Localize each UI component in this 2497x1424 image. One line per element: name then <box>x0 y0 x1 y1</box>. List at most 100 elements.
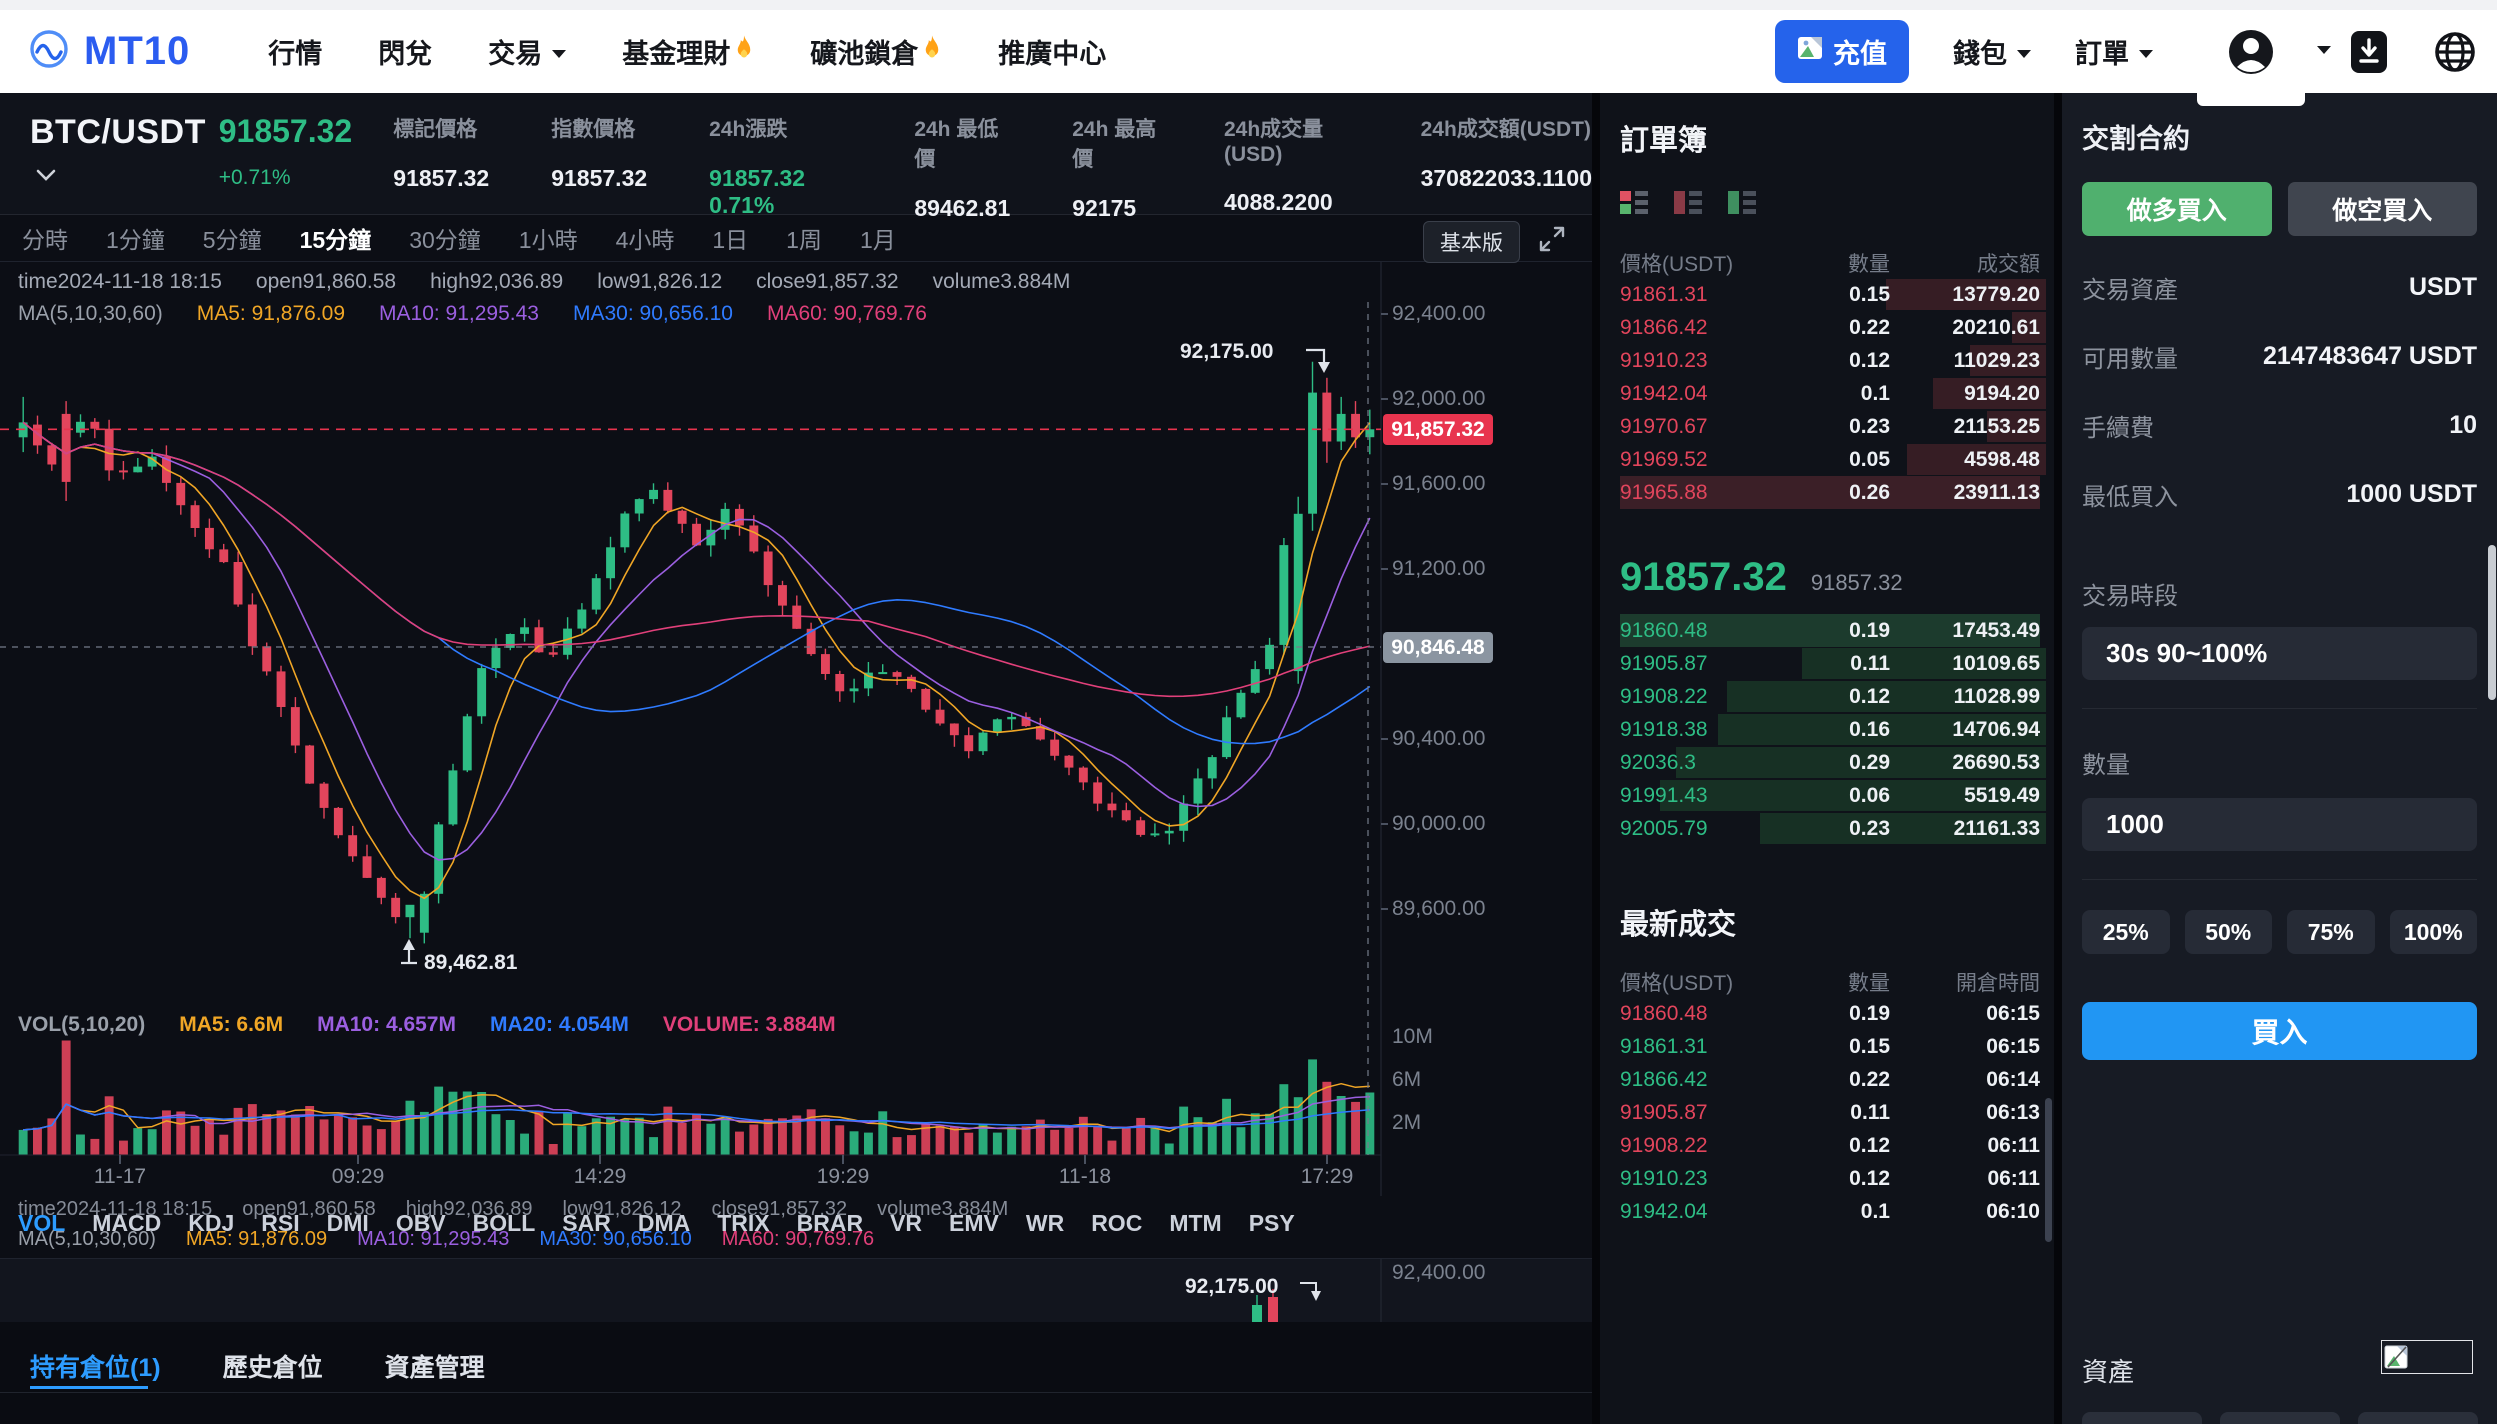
bid-row[interactable]: 91905.87 0.11 10109.65 <box>1620 647 2046 680</box>
bid-row[interactable]: 91860.48 0.19 17453.49 <box>1620 614 2040 647</box>
trade-row[interactable]: 91860.48 0.19 06:15 <box>1620 997 2040 1030</box>
ask-row[interactable]: 91970.67 0.23 21153.25 <box>1620 410 2046 443</box>
indicator-tab-RSI[interactable]: RSI <box>261 1210 300 1236</box>
language-button[interactable] <box>2433 30 2477 74</box>
secondary-chart-pane[interactable]: 92,175.00 92,400.00 <box>0 1258 1592 1322</box>
indicator-tab-DMA[interactable]: DMA <box>637 1210 691 1236</box>
candlestick-chart[interactable]: time2024-11-18 18:15 open91,860.58 high92,… <box>0 262 1592 1196</box>
depth-bar <box>1802 648 2046 679</box>
trade-row[interactable]: 91905.87 0.11 06:13 <box>1620 1096 2040 1129</box>
ask-row[interactable]: 91866.42 0.22 20210.61 <box>1620 311 2046 344</box>
percent-button-75%[interactable]: 75% <box>2287 910 2375 954</box>
indicator-tab-DMI[interactable]: DMI <box>326 1210 369 1236</box>
recharge-button[interactable]: 充值 <box>1775 20 1909 83</box>
bottom-tab-歷史倉位[interactable]: 歷史倉位 <box>222 1354 323 1382</box>
stub-button[interactable] <box>2358 1412 2478 1424</box>
ticker-last-price: 91857.32 <box>218 113 353 149</box>
indicator-tab-MTM[interactable]: MTM <box>1169 1210 1222 1236</box>
brand[interactable]: MT10 <box>28 28 190 75</box>
nav-item-閃兌[interactable]: 閃兌 <box>378 32 432 71</box>
nav-item-礦池鎖倉[interactable]: 礦池鎖倉 <box>810 32 942 71</box>
timeframe-tab-1周[interactable]: 1周 <box>786 227 822 253</box>
bottom-tab-資產管理[interactable]: 資產管理 <box>384 1354 485 1382</box>
ask-row[interactable]: 91969.52 0.05 4598.48 <box>1620 443 2046 476</box>
session-select[interactable]: 30s 90~100% <box>2082 627 2477 680</box>
timeframe-tab-4小時[interactable]: 4小時 <box>615 227 675 253</box>
nav-item-交易[interactable]: 交易 <box>488 32 567 71</box>
trade-time: 06:13 <box>1986 1100 2040 1124</box>
bottom-tab-持有倉位(1)[interactable]: 持有倉位(1) <box>30 1354 161 1382</box>
bid-row[interactable]: 92005.79 0.23 21161.33 <box>1620 812 2046 845</box>
indicator-tab-SAR[interactable]: SAR <box>562 1210 611 1236</box>
book-bids-view-icon[interactable] <box>1728 191 1756 220</box>
percent-button-100%[interactable]: 100% <box>2389 910 2477 954</box>
fullscreen-icon[interactable] <box>1538 225 1566 258</box>
amount-input[interactable] <box>2082 798 2477 851</box>
info-segment: VOL(5,10,20) <box>18 1013 146 1036</box>
trade-row[interactable]: 91908.22 0.12 06:11 <box>1620 1129 2040 1162</box>
timeframe-tab-1小時[interactable]: 1小時 <box>518 227 578 253</box>
wallet-label: 錢包 <box>1953 39 2007 69</box>
trade-row[interactable]: 91942.04 0.1 06:10 <box>1620 1195 2040 1228</box>
download-app-button[interactable] <box>2349 29 2389 75</box>
indicator-tabs: VOL MACD KDJ RSI DMI OBV BOLL SAR DMA TRIX BRAR VR E… <box>18 1210 1295 1237</box>
orderbook-scrollbar[interactable] <box>2045 1098 2052 1242</box>
indicator-tab-VR[interactable]: VR <box>890 1210 923 1236</box>
timeframe-tab-5分鐘[interactable]: 5分鐘 <box>202 227 262 253</box>
ask-row[interactable]: 91965.88 0.26 23911.13 <box>1620 476 2040 509</box>
indicator-tab-WR[interactable]: WR <box>1025 1210 1065 1236</box>
info-segment: low91,826.12 <box>597 270 723 293</box>
recent-trades-list: 91860.48 0.19 06:15 91861.31 0.15 06:15 91866.… <box>1620 997 2040 1228</box>
panel-row: 手續費 10 <box>2082 408 2477 443</box>
pair-selector[interactable]: BTC/USDT <box>30 113 219 214</box>
buy-button[interactable]: 買入 <box>2082 1002 2477 1060</box>
bid-row[interactable]: 91991.43 0.06 5519.49 <box>1620 779 2046 812</box>
timeframe-tab-分時[interactable]: 分時 <box>22 227 68 253</box>
bid-row[interactable]: 91918.38 0.16 14706.94 <box>1620 713 2046 746</box>
bid-row[interactable]: 92036.3 0.29 26690.53 <box>1620 746 2046 779</box>
percent-button-25%[interactable]: 25% <box>2082 910 2170 954</box>
timeframe-tab-30分鐘[interactable]: 30分鐘 <box>409 227 481 253</box>
nav-item-推廣中心[interactable]: 推廣中心 <box>998 32 1106 71</box>
page-scrollbar[interactable] <box>2488 545 2496 700</box>
panel-row-value: 10 <box>2449 411 2477 439</box>
timeframe-tab-1日[interactable]: 1日 <box>712 227 749 253</box>
buy-short-button[interactable]: 做空買入 <box>2287 182 2477 236</box>
indicator-tab-MACD[interactable]: MACD <box>92 1210 162 1236</box>
indicator-tab-OBV[interactable]: OBV <box>395 1210 446 1236</box>
ask-row[interactable]: 91861.31 0.15 13779.20 <box>1620 278 2046 311</box>
order-price: 91866.42 <box>1620 315 1708 339</box>
indicator-tab-BOLL[interactable]: BOLL <box>472 1210 536 1236</box>
indicator-tab-TRIX[interactable]: TRIX <box>717 1210 770 1236</box>
percent-button-50%[interactable]: 50% <box>2184 910 2272 954</box>
stub-button[interactable] <box>2082 1412 2202 1424</box>
orders-menu[interactable]: 訂單 <box>2075 32 2153 71</box>
book-split-view-icon[interactable] <box>1620 191 1648 220</box>
nav-item-行情[interactable]: 行情 <box>268 32 322 71</box>
avatar[interactable] <box>2197 25 2331 106</box>
ask-row[interactable]: 91910.23 0.12 11029.23 <box>1620 344 2046 377</box>
nav-item-基金理財[interactable]: 基金理財 <box>622 32 754 71</box>
indicator-tab-BRAR[interactable]: BRAR <box>796 1210 864 1236</box>
wallet-menu[interactable]: 錢包 <box>1953 32 2031 71</box>
indicator-tab-KDJ[interactable]: KDJ <box>188 1210 235 1236</box>
chevron-down-icon <box>2317 45 2331 54</box>
stub-button[interactable] <box>2220 1412 2340 1424</box>
indicator-tab-VOL[interactable]: VOL <box>18 1210 66 1236</box>
basic-version-button[interactable]: 基本版 <box>1423 221 1520 263</box>
trade-row[interactable]: 91861.31 0.15 06:15 <box>1620 1030 2040 1063</box>
timeframe-tab-15分鐘[interactable]: 15分鐘 <box>299 227 372 253</box>
buy-long-button[interactable]: 做多買入 <box>2082 182 2272 236</box>
indicator-tab-EMV[interactable]: EMV <box>949 1210 999 1236</box>
timeframe-tab-1月[interactable]: 1月 <box>859 227 896 253</box>
trade-row[interactable]: 91910.23 0.12 06:11 <box>1620 1162 2040 1195</box>
stat-value: 4088.2200 <box>1224 189 1333 215</box>
ticker-stat: 標記價格 91857.32 <box>393 113 489 214</box>
bid-row[interactable]: 91908.22 0.12 11028.99 <box>1620 680 2046 713</box>
book-asks-view-icon[interactable] <box>1674 191 1702 220</box>
trade-row[interactable]: 91866.42 0.22 06:14 <box>1620 1063 2040 1096</box>
indicator-tab-ROC[interactable]: ROC <box>1091 1210 1143 1236</box>
indicator-tab-PSY[interactable]: PSY <box>1248 1210 1295 1236</box>
ask-row[interactable]: 91942.04 0.1 9194.20 <box>1620 377 2046 410</box>
timeframe-tab-1分鐘[interactable]: 1分鐘 <box>106 227 165 253</box>
